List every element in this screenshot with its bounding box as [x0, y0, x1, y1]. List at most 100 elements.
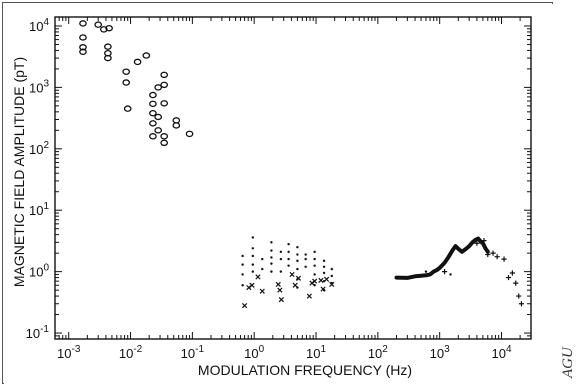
x-tick-label: 103 — [430, 344, 450, 361]
dot-data-point — [241, 263, 244, 266]
plot-border — [54, 16, 532, 340]
circle-data-point — [154, 113, 163, 121]
dot-data-point — [251, 263, 255, 266]
watermark-text: AGU — [560, 347, 576, 378]
plus-data-point — [441, 269, 448, 275]
y-tick-label: 103 — [29, 78, 49, 95]
x-axis-title: MODULATION FREQUENCY (Hz) — [198, 362, 412, 378]
dot-data-point — [279, 270, 283, 273]
x-tick-label: 10-3 — [57, 344, 81, 361]
circle-data-point — [122, 68, 131, 75]
dot-data-point — [251, 270, 255, 273]
dot-data-point — [296, 253, 299, 256]
plus-data-point — [494, 254, 500, 260]
dot-data-point — [449, 273, 452, 276]
y-tick-label: 10-1 — [26, 324, 50, 341]
plus-data-point — [490, 250, 496, 256]
circle-data-point — [104, 43, 112, 50]
circle-data-point — [142, 52, 151, 59]
circle-data-point — [99, 26, 108, 33]
dot-data-point — [261, 257, 264, 261]
plus-data-point — [518, 301, 525, 307]
circle-data-point — [154, 127, 163, 134]
plus-data-point — [474, 240, 480, 246]
chart: 10-3 10-2 10-1 100 101 102 103 104 10-1 100 101 102… — [4, 4, 553, 384]
dot-data-point — [251, 236, 255, 239]
circle-data-point — [79, 20, 87, 27]
plus-data-point — [516, 293, 522, 299]
dot-data-point — [313, 264, 316, 267]
dot-data-point — [270, 241, 273, 244]
dot-data-point — [313, 250, 316, 254]
circle-data-point — [94, 21, 103, 28]
y-tick-label: 104 — [29, 17, 49, 34]
publisher-watermark: AGU — [560, 332, 576, 382]
cross-data-point — [320, 286, 326, 292]
cross-data-point — [306, 293, 312, 299]
dot-data-point — [296, 259, 299, 263]
dot-data-point — [241, 254, 244, 258]
dot-data-point — [251, 254, 255, 258]
dot-data-point — [424, 270, 428, 273]
cross-data-point — [255, 274, 261, 280]
x-tick-label: 104 — [491, 344, 511, 361]
circle-data-point — [160, 100, 169, 107]
cross-data-point — [241, 302, 248, 309]
plus-data-point — [513, 280, 519, 286]
dot-data-point — [322, 259, 326, 263]
dot-data-point — [330, 267, 334, 271]
cross-data-point — [277, 287, 283, 293]
dot-data-point — [279, 257, 283, 261]
plus-data-point — [509, 270, 515, 276]
cross-data-point — [278, 297, 284, 303]
circle-data-point — [133, 58, 142, 66]
circle-data-point — [149, 133, 157, 140]
dot-data-point — [270, 249, 273, 252]
data-marks — [79, 20, 525, 309]
circle-data-point — [185, 130, 194, 138]
dot-data-point — [304, 257, 307, 261]
dot-data-point — [287, 257, 290, 261]
x-tick-label: 102 — [368, 344, 388, 361]
figure-frame: 10-3 10-2 10-1 100 101 102 103 104 10-1 100 101 102… — [2, 2, 553, 384]
circle-data-point — [172, 122, 181, 129]
cross-data-point — [323, 276, 330, 282]
y-tick-label: 100 — [29, 263, 49, 280]
x-tick-label: 10-1 — [181, 344, 205, 361]
circle-data-point — [149, 91, 157, 99]
dot-data-point — [241, 273, 244, 276]
cross-data-point — [259, 288, 265, 294]
y-axis-title: MAGNETIC FIELD AMPLITUDE (pT) — [11, 57, 27, 287]
y-tick-label: 102 — [29, 140, 49, 157]
circle-data-point — [160, 71, 169, 79]
dot-data-point — [287, 242, 290, 246]
circle-data-point — [160, 139, 169, 147]
cross-data-point — [275, 281, 281, 288]
dot-data-point — [304, 253, 307, 256]
cross-data-point — [318, 277, 324, 284]
dot-data-point — [313, 257, 316, 261]
plus-data-point — [501, 256, 507, 262]
cross-data-point — [289, 271, 295, 278]
circle-data-point — [149, 120, 157, 127]
circle-data-point — [79, 34, 87, 41]
circle-data-point — [154, 84, 163, 91]
dot-data-point — [322, 265, 326, 268]
dot-data-point — [304, 265, 307, 268]
dot-data-point — [261, 267, 264, 271]
dot-data-point — [296, 267, 299, 271]
axes: 10-3 10-2 10-1 100 101 102 103 104 10-1 100 101 102… — [26, 16, 532, 361]
dot-data-point — [251, 247, 255, 250]
x-tick-label: 10-2 — [119, 344, 143, 361]
thick-curve-series-line — [394, 236, 490, 280]
cross-data-point — [292, 282, 298, 288]
circle-data-point — [149, 100, 157, 108]
circle-data-point — [149, 109, 157, 117]
plus-data-point — [505, 274, 512, 281]
dot-data-point — [241, 284, 244, 287]
dot-data-point — [287, 250, 290, 254]
circle-data-point — [160, 133, 169, 140]
circle-data-point — [79, 44, 87, 51]
circle-data-point — [104, 54, 112, 62]
circle-data-point — [122, 79, 131, 86]
